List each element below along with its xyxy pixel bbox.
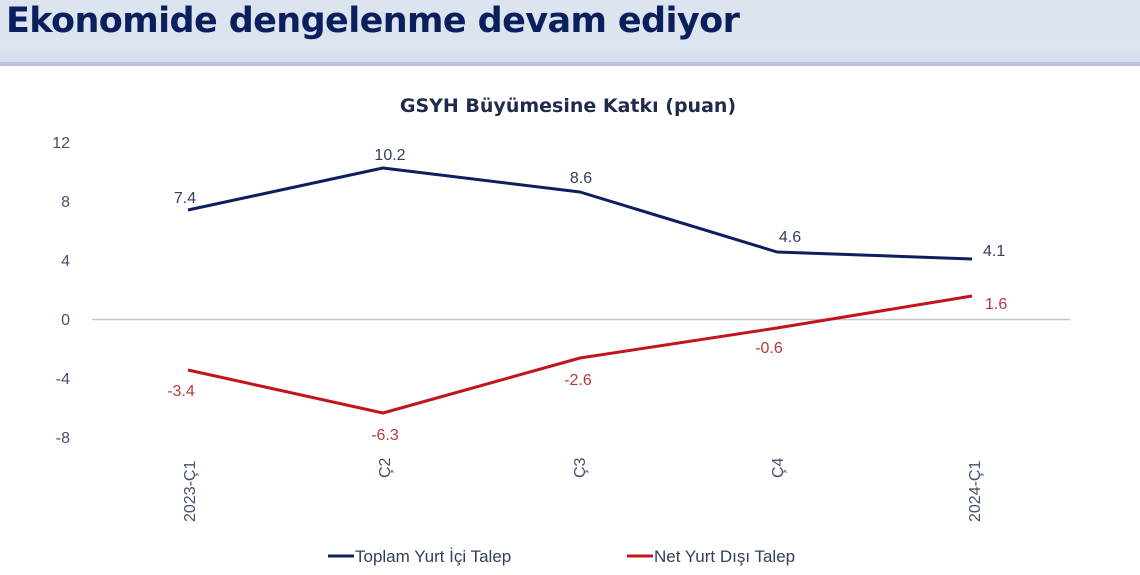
y-axis: 12 8 4 0 -4 -8 [52, 135, 70, 447]
legend-label: Toplam Yurt İçi Talep [355, 547, 511, 566]
data-label: 10.2 [374, 147, 405, 164]
slide-title: Ekonomide dengelenme devam ediyor [6, 1, 740, 41]
data-label: 1.6 [985, 296, 1007, 313]
data-labels-external: -3.4 -6.3 -2.6 -0.6 1.6 [167, 296, 1007, 444]
y-tick: 0 [61, 312, 70, 329]
data-label: 4.1 [983, 243, 1005, 260]
x-tick: Ç3 [572, 457, 589, 478]
x-tick: 2023-Ç1 [182, 461, 199, 522]
data-label: 7.4 [174, 190, 196, 207]
x-tick: Ç4 [770, 457, 787, 478]
y-tick: -4 [56, 371, 70, 388]
line-chart: GSYH Büyümesine Katkı (puan) 12 8 4 0 -4… [0, 66, 1140, 570]
data-label: -3.4 [167, 383, 195, 400]
x-axis: 2023-Ç1 Ç2 Ç3 Ç4 2024-Ç1 [182, 457, 984, 522]
y-tick: 4 [61, 253, 70, 270]
legend-label: Net Yurt Dışı Talep [654, 547, 795, 566]
data-labels-domestic: 7.4 10.2 8.6 4.6 4.1 [174, 147, 1005, 260]
y-tick: 8 [61, 194, 70, 211]
series-line-net-external-demand [187, 294, 973, 415]
x-tick: 2024-Ç1 [967, 461, 984, 522]
data-label: -0.6 [755, 340, 783, 357]
legend: Toplam Yurt İçi Talep Net Yurt Dışı Tale… [328, 547, 795, 566]
slide-header: Ekonomide dengelenme devam ediyor [0, 0, 1140, 66]
y-tick: -8 [56, 430, 70, 447]
legend-item-net-external-demand[interactable]: Net Yurt Dışı Talep [627, 547, 795, 566]
data-label: -6.3 [371, 427, 399, 444]
y-tick: 12 [52, 135, 70, 152]
data-label: 8.6 [570, 170, 592, 187]
chart-title: GSYH Büyümesine Katkı (puan) [400, 95, 736, 117]
data-label: -2.6 [564, 372, 592, 389]
x-tick: Ç2 [377, 457, 394, 478]
data-label: 4.6 [779, 229, 801, 246]
legend-item-domestic-demand[interactable]: Toplam Yurt İçi Talep [328, 547, 511, 566]
series-line-domestic-demand [187, 166, 973, 261]
